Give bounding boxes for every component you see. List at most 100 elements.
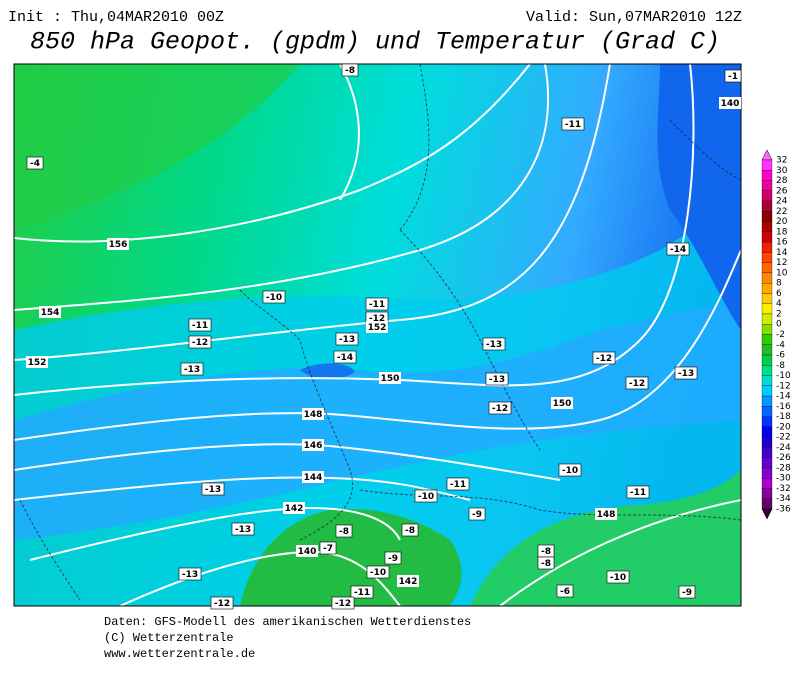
legend-band	[761, 303, 773, 315]
color-legend: 32302826242220181614121086420-2-4-6-8-10…	[761, 149, 791, 520]
borders	[19, 64, 741, 601]
legend-label: -22	[776, 433, 791, 443]
warm-southeast	[470, 470, 741, 606]
legend-band	[761, 478, 773, 489]
legend-label: -20	[776, 422, 791, 432]
legend-band	[761, 272, 773, 284]
temperature-label: -8	[541, 547, 551, 557]
temperature-label: -12	[629, 379, 645, 389]
legend-band	[761, 498, 773, 510]
legend-band	[761, 416, 773, 428]
legend-band	[761, 334, 773, 345]
legend-label: -4	[776, 340, 785, 350]
temperature-label: -4	[30, 159, 40, 169]
valid-time: Valid: Sun,07MAR2010 12Z	[526, 9, 742, 26]
temperature-label-box	[365, 297, 389, 311]
legend-band	[761, 467, 773, 479]
legend-label: -10	[776, 371, 791, 381]
legend-band	[761, 365, 773, 376]
temperature-label: -12	[492, 404, 508, 414]
temperature-label: -9	[388, 554, 398, 564]
legend-band	[761, 293, 773, 304]
temperature-label: -13	[489, 375, 505, 385]
legend-label: 2	[776, 309, 782, 319]
temperature-label: -13	[339, 335, 355, 345]
legend-label: 0	[776, 320, 782, 330]
legend-label: 10	[776, 268, 788, 278]
legend-label: -8	[776, 361, 785, 371]
temperature-label: -11	[630, 488, 646, 498]
geopotential-label: 140	[721, 99, 740, 109]
legend-band	[761, 395, 773, 407]
legend-label: -34	[776, 494, 791, 504]
temperature-label: -10	[418, 492, 434, 502]
legend-label: -32	[776, 484, 791, 494]
legend-band	[761, 375, 773, 386]
temperature-label-box	[331, 596, 355, 610]
temperature-label-box	[262, 290, 286, 304]
temperature-label-box	[561, 117, 585, 131]
temperature-label: -14	[337, 353, 353, 363]
temperature-label-box	[556, 584, 574, 598]
legend-arrow-top	[761, 149, 773, 161]
temperature-label-box	[350, 585, 374, 599]
legend-label: -30	[776, 474, 791, 484]
legend-label: -14	[776, 392, 791, 402]
geopotential-label: 152	[368, 323, 387, 333]
temperature-label-box	[188, 318, 212, 332]
legend-band	[761, 385, 773, 397]
legend-band	[761, 344, 773, 356]
legend-band	[761, 324, 773, 335]
temperature-label-box	[319, 541, 337, 555]
legend-label: 14	[776, 248, 788, 258]
geopotential-label-box	[379, 372, 401, 384]
temperature-label: -13	[235, 525, 251, 535]
legend-band	[761, 447, 773, 458]
legend-band	[761, 488, 773, 499]
temperature-label: -8	[541, 559, 551, 569]
legend-label: 6	[776, 289, 782, 299]
geopotential-label: 156	[109, 240, 128, 250]
temperature-label-box	[558, 463, 582, 477]
legend-band	[761, 354, 773, 366]
temperature-label: -9	[682, 588, 692, 598]
legend-label: 18	[776, 227, 788, 237]
geopotential-label-box	[302, 471, 324, 483]
temperature-label-box	[625, 376, 649, 390]
geopotential-label-box	[283, 502, 305, 514]
footer-source: Daten: GFS-Modell des amerikanischen Wet…	[104, 615, 471, 629]
cold-spot	[300, 363, 355, 380]
geopotential-label: 148	[304, 410, 323, 420]
contour-labels: -8-1-4-11-14-10-11-12-11-12 -13-14-13-12-…	[26, 63, 742, 610]
temperature-label-box	[178, 567, 202, 581]
geopotential-label: 154	[41, 308, 60, 318]
legend-band	[761, 436, 773, 448]
temperature-label-box	[482, 337, 506, 351]
temperature-label-box	[333, 350, 357, 364]
geopotential-label-box	[366, 321, 388, 333]
temperature-label: -12	[369, 314, 385, 324]
legend-band	[761, 313, 773, 325]
map-title: 850 hPa Geopot. (gpdm) und Temperatur (G…	[30, 28, 720, 57]
legend-label: -24	[776, 443, 791, 453]
legend-band	[761, 426, 773, 438]
temperature-label: -12	[596, 354, 612, 364]
temperature-label-box	[201, 482, 225, 496]
legend-label: 32	[776, 156, 787, 166]
temperature-label-box	[592, 351, 616, 365]
temperature-label-box	[366, 565, 390, 579]
temperature-label-box	[468, 507, 486, 521]
temperature-label-box	[674, 366, 698, 380]
temperature-label-box	[626, 485, 650, 499]
geopotential-label: 146	[304, 441, 323, 451]
legend-label: -28	[776, 463, 791, 473]
footer-url: www.wetterzentrale.de	[104, 647, 255, 661]
legend-label: 30	[776, 166, 788, 176]
geopotential-label-box	[107, 238, 129, 250]
legend-label: 28	[776, 176, 788, 186]
temperature-label-box	[446, 477, 470, 491]
geopotential-label: 140	[298, 547, 317, 557]
geopotential-label-box	[302, 408, 324, 420]
geopotential-label: 142	[285, 504, 304, 514]
